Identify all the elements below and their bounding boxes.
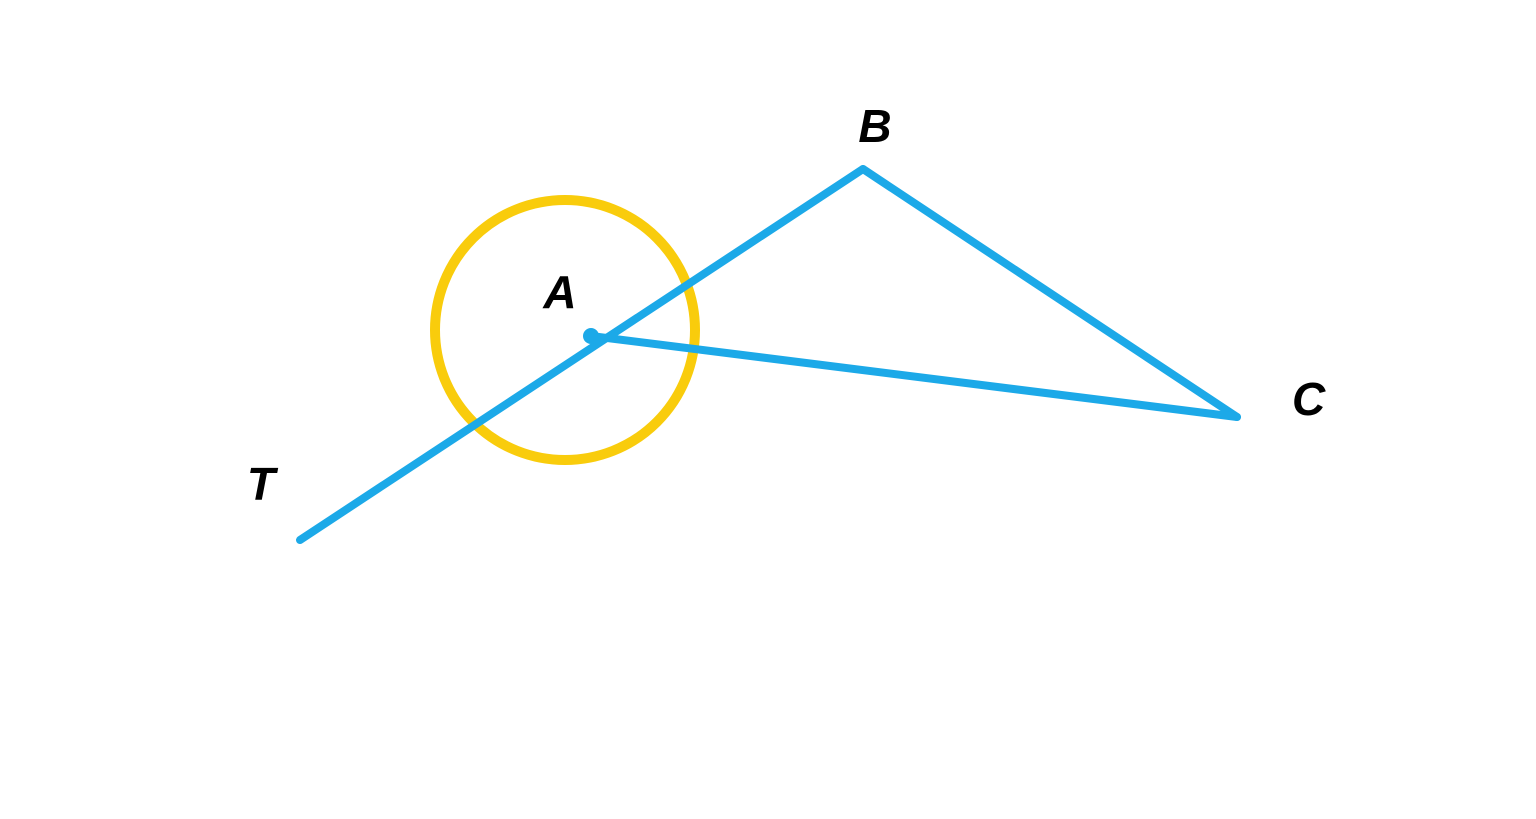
center-dot-a — [583, 328, 599, 344]
label-T: T — [247, 458, 279, 510]
label-B: B — [858, 100, 891, 152]
label-A: A — [542, 266, 576, 318]
segment-TB — [300, 169, 863, 540]
label-C: C — [1292, 373, 1326, 425]
